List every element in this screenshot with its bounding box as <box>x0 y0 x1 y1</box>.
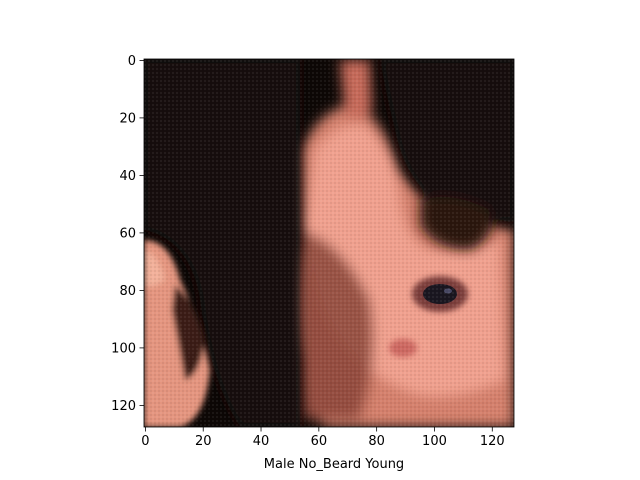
y-tick-label: 40 <box>119 169 136 184</box>
x-axis-ticks: 0 20 40 60 80 100 120 <box>141 427 505 449</box>
y-axis-ticks: 0 20 40 60 80 100 120 <box>111 54 144 414</box>
y-tick-label: 0 <box>128 54 136 69</box>
y-tick-label: 20 <box>119 111 136 126</box>
x-tick-label: 100 <box>422 434 447 449</box>
y-tick-label: 60 <box>119 226 136 241</box>
y-tick-label: 100 <box>111 341 136 356</box>
x-tick-label: 40 <box>253 434 270 449</box>
axes-frame <box>143 58 515 428</box>
y-tick-label: 120 <box>111 399 136 414</box>
y-tick-label: 80 <box>119 284 136 299</box>
x-tick-label: 120 <box>480 434 505 449</box>
texture-overlay <box>144 59 514 427</box>
x-axis-label: Male No_Beard Young <box>264 457 404 472</box>
x-tick-label: 60 <box>311 434 328 449</box>
x-tick-label: 80 <box>368 434 385 449</box>
generated-face-image <box>144 59 514 427</box>
x-tick-label: 0 <box>141 434 149 449</box>
x-tick-label: 20 <box>195 434 212 449</box>
